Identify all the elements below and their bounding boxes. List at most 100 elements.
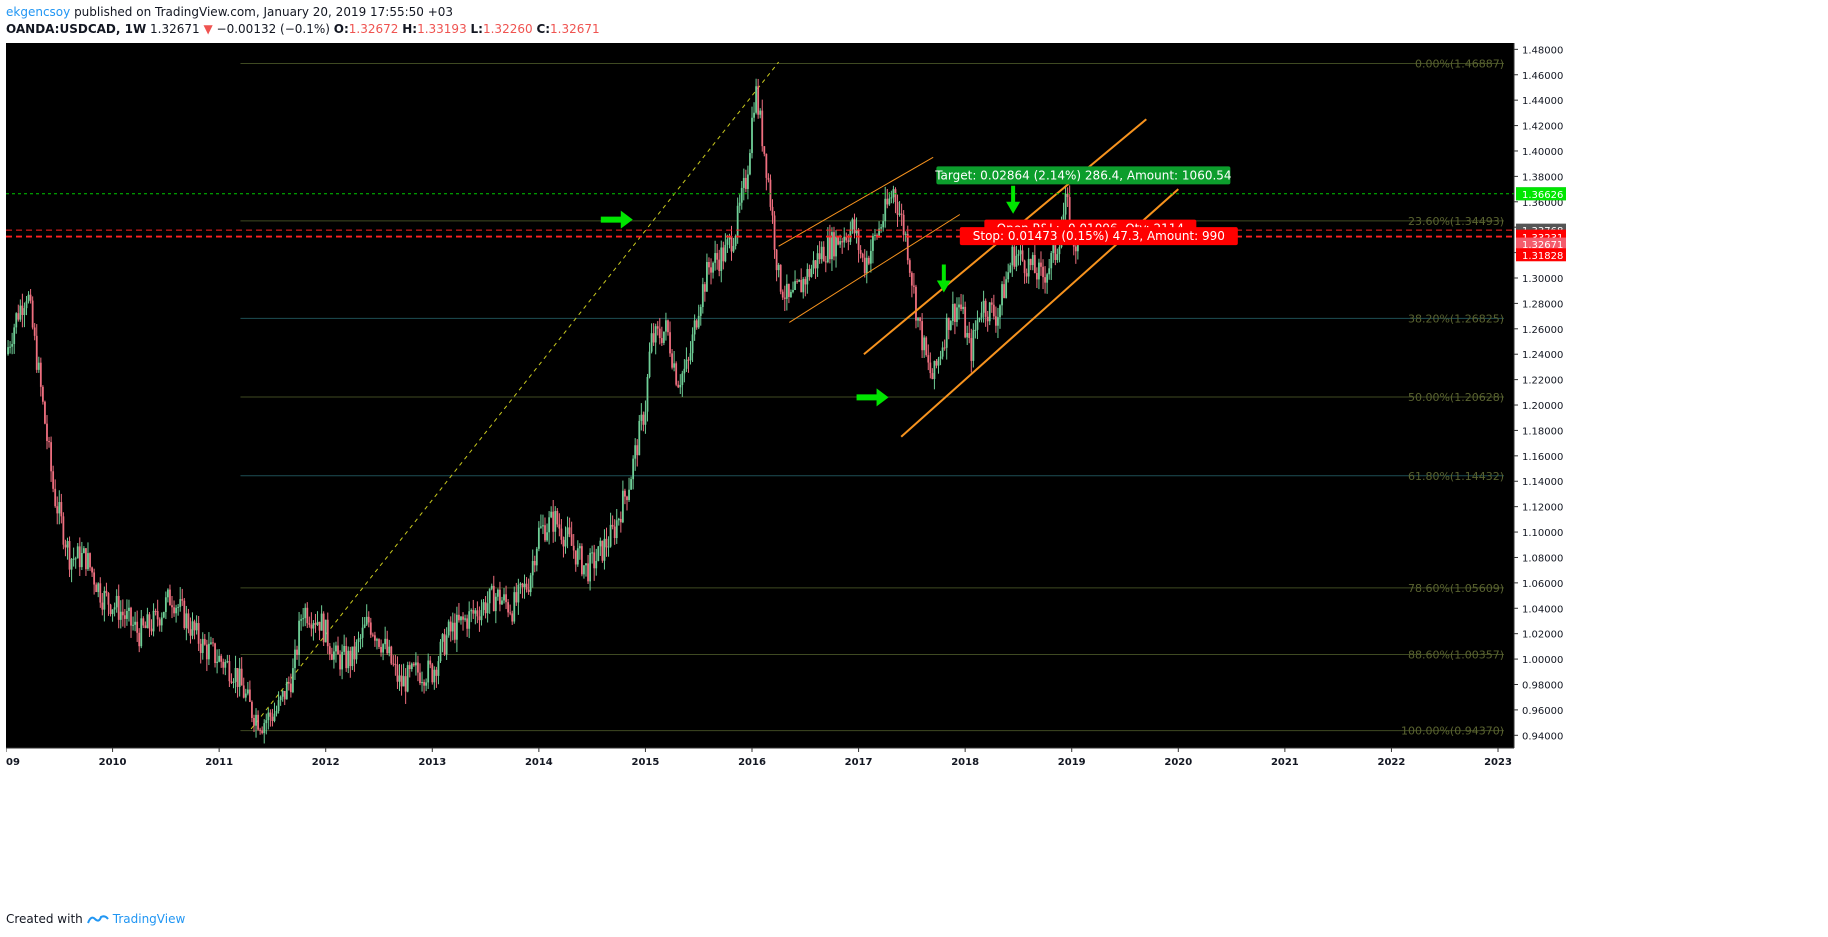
candle-body	[917, 317, 919, 321]
candle-body	[275, 710, 278, 714]
author-link[interactable]: ekgencsoy	[6, 5, 71, 19]
candle-body	[954, 303, 956, 322]
y-tick-label: 1.00000	[1522, 655, 1563, 666]
candle-body	[734, 235, 737, 247]
candle-body	[619, 518, 622, 523]
rising-wedge-upper[interactable]	[778, 156, 934, 247]
candle-body	[1003, 284, 1005, 298]
candle-body	[607, 546, 610, 548]
candle-body	[693, 320, 696, 335]
candle-body	[41, 386, 44, 402]
candle-body	[406, 665, 409, 692]
candle-body	[490, 585, 493, 589]
candle-body	[1013, 246, 1016, 267]
x-tick-label: 2020	[1164, 757, 1192, 768]
candle-body	[419, 672, 421, 684]
candle-body	[892, 189, 895, 198]
candle-body	[908, 260, 911, 273]
candle-body	[64, 544, 67, 548]
y-tick-label: 1.12000	[1522, 503, 1563, 514]
candle-body	[326, 619, 329, 647]
candle-body	[945, 317, 948, 348]
candle-body	[80, 552, 83, 568]
candle-body	[177, 606, 180, 608]
candle-body	[919, 317, 921, 322]
candle-body	[169, 589, 171, 606]
dashed-trend-line[interactable]	[250, 61, 780, 730]
candle-body	[142, 618, 145, 626]
candle-body	[687, 359, 690, 361]
candle-body	[470, 610, 473, 612]
green-arrow-icon[interactable]	[600, 210, 633, 229]
candle-body	[37, 362, 40, 370]
candle-body	[915, 286, 917, 321]
candle-body	[101, 602, 104, 610]
candle-body	[56, 506, 59, 514]
candle-body	[121, 611, 124, 616]
candle-body	[453, 622, 456, 640]
candle-body	[431, 664, 434, 683]
ohlc-line: OANDA:USDCAD, 1W 1.32671 ▼ −0.00132 (−0.…	[6, 21, 600, 38]
candle-body	[806, 268, 809, 285]
candle-body	[351, 646, 354, 667]
plot-background[interactable]	[6, 43, 1514, 748]
candle-body	[412, 663, 415, 666]
candle-body	[74, 558, 77, 560]
candle-body	[853, 219, 856, 234]
candle-body	[347, 650, 350, 669]
candle-body	[783, 297, 786, 299]
candle-body	[662, 331, 665, 343]
candle-body	[744, 177, 747, 189]
candle-body	[52, 471, 55, 489]
candle-body	[546, 532, 548, 541]
candle-body	[273, 713, 276, 721]
fib-level-label: 0.00%(1.46887)	[1415, 57, 1504, 70]
green-arrow-icon[interactable]	[1006, 185, 1021, 214]
x-tick-label: 2009	[6, 757, 20, 768]
chart-header: ekgencsoy published on TradingView.com, …	[6, 4, 600, 38]
symbol-label[interactable]: OANDA:USDCAD, 1W	[6, 22, 147, 36]
tradingview-link[interactable]: TradingView	[112, 912, 186, 926]
rising-wedge-lower[interactable]	[789, 214, 961, 323]
candle-body	[722, 247, 725, 262]
green-arrow-icon[interactable]	[856, 388, 889, 407]
candle-body	[960, 304, 962, 310]
target-box[interactable]	[936, 166, 1231, 185]
candle-body	[330, 654, 333, 660]
candle-body	[35, 335, 38, 370]
green-arrow-icon[interactable]	[936, 264, 951, 293]
candle-body	[1068, 197, 1071, 236]
candle-body	[93, 572, 96, 585]
y-tick-label: 0.96000	[1522, 706, 1563, 717]
candle-body	[997, 317, 999, 326]
candle-body	[513, 592, 516, 622]
candle-body	[187, 613, 190, 630]
candle-body	[904, 233, 907, 235]
x-tick-label: 2023	[1484, 757, 1512, 768]
candle-body	[76, 546, 79, 559]
price-chart[interactable]: 1.48000 1.46000 1.44000 1.42000 1.40000 1.380…	[6, 43, 1822, 905]
candle-body	[425, 682, 428, 686]
candle-body	[990, 302, 993, 305]
stop-box[interactable]	[959, 227, 1238, 246]
y-tick-label: 1.20000	[1522, 401, 1563, 412]
candle-body	[123, 615, 126, 619]
candle-body	[433, 669, 436, 683]
candle-body	[414, 662, 417, 666]
candle-body	[33, 327, 36, 336]
candle-body	[814, 260, 817, 269]
candle-body	[529, 575, 532, 593]
candle-body	[396, 664, 399, 682]
candle-body	[816, 253, 819, 269]
price-change: −0.00132 (−0.1%)	[216, 22, 330, 36]
candle-body	[654, 326, 657, 343]
y-tick-label: 1.24000	[1522, 350, 1563, 361]
candle-body	[294, 649, 296, 669]
open-value: 1.32672	[348, 22, 399, 36]
candle-body	[747, 174, 749, 189]
candle-body	[636, 445, 639, 456]
candle-body	[97, 583, 100, 593]
x-tick-label: 2016	[738, 757, 766, 768]
candle-body	[437, 661, 440, 676]
candle-body	[349, 650, 352, 667]
